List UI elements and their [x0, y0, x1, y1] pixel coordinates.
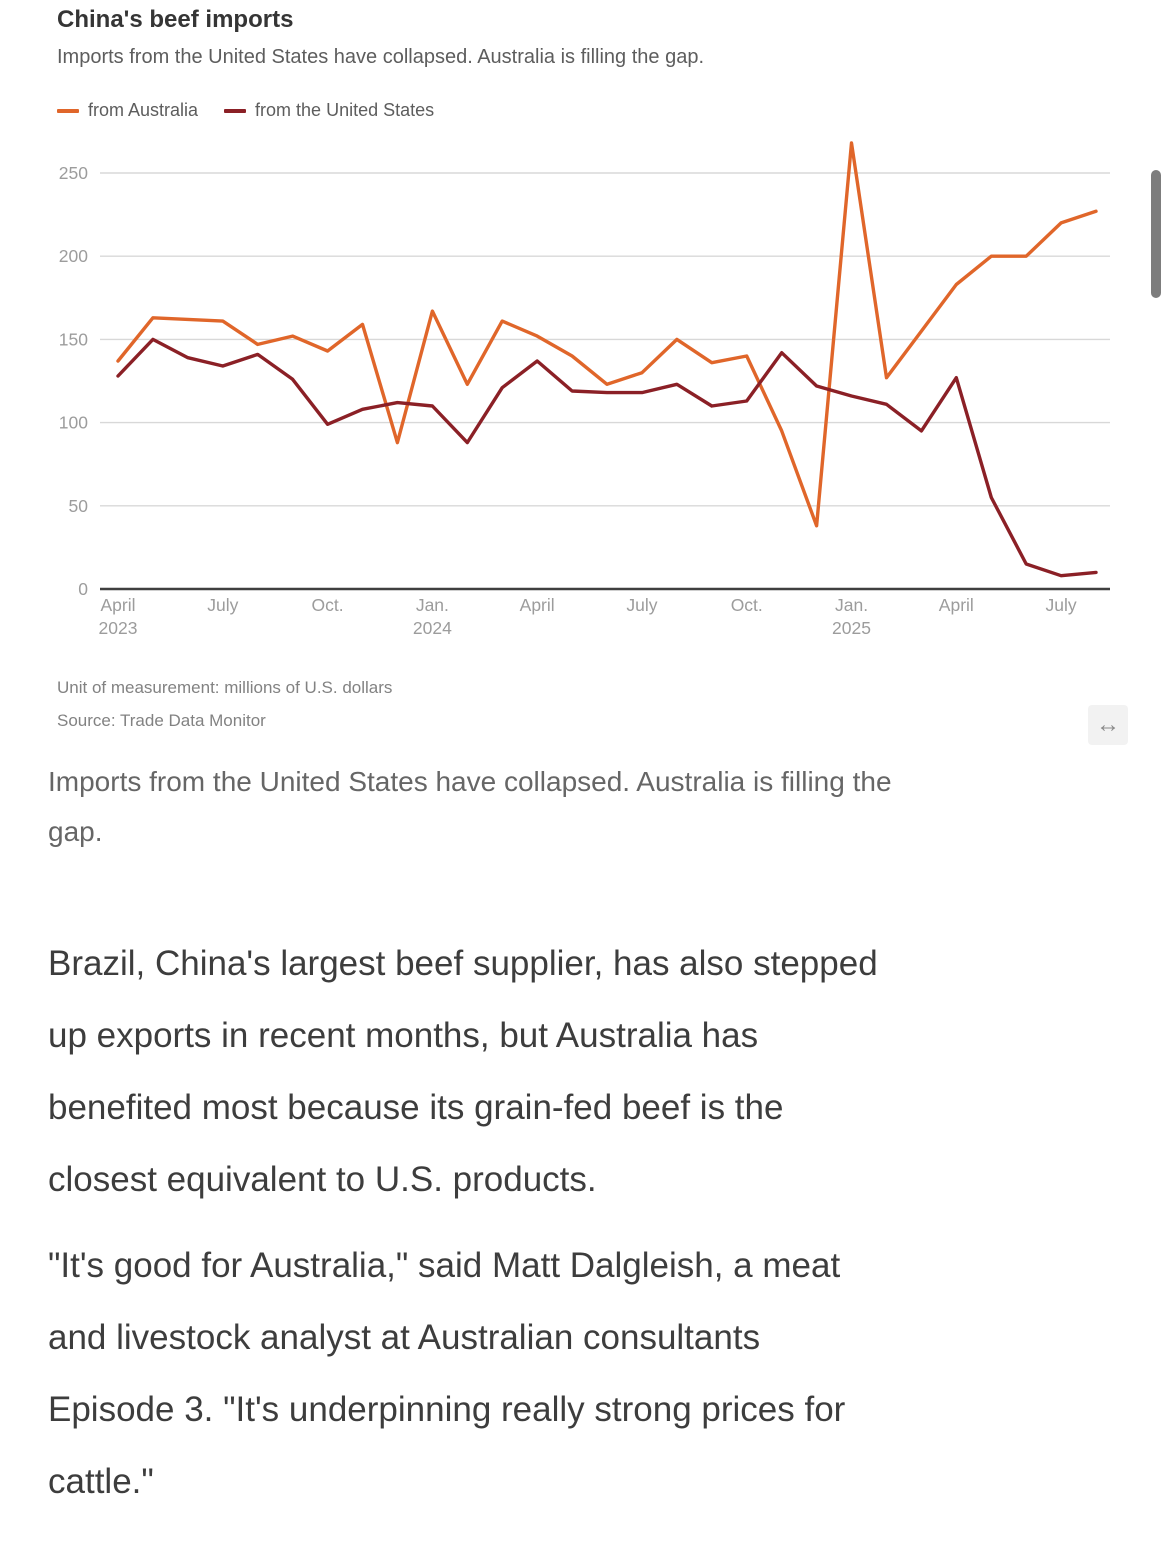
chart-subtitle: Imports from the United States have coll… [57, 46, 705, 68]
scrollbar-thumb[interactable] [1151, 170, 1161, 298]
x-axis-year-label: 2023 [99, 618, 138, 638]
x-axis-year-label: 2024 [413, 618, 452, 638]
horizontal-arrows-icon: ↔ [1096, 711, 1120, 738]
x-axis-tick-label: Oct. [312, 595, 344, 615]
y-axis-tick-label: 150 [59, 329, 88, 349]
y-axis-tick-label: 0 [78, 579, 88, 599]
x-axis-tick-label: Jan. [835, 595, 868, 615]
x-axis-tick-label: July [626, 595, 657, 615]
legend-label: from the United States [255, 100, 435, 120]
legend-swatch-icon [224, 108, 247, 113]
legend-label: from Australia [88, 100, 199, 120]
image-caption: Imports from the United States have coll… [48, 766, 892, 847]
y-axis-tick-label: 250 [59, 163, 88, 183]
y-axis-tick-label: 200 [59, 246, 88, 266]
us-series-line [116, 337, 1098, 578]
y-axis-tick-label: 50 [69, 496, 89, 516]
x-axis-tick-label: July [207, 595, 238, 615]
chart-title: China's beef imports [57, 6, 294, 33]
x-axis-tick-label: July [1046, 595, 1077, 615]
x-axis-tick-label: April [100, 595, 135, 615]
legend-item: from Australia [57, 100, 198, 121]
x-axis-tick-label: Jan. [416, 595, 449, 615]
chart-legend: from Australia from the United States [57, 100, 434, 121]
legend-swatch-icon [57, 108, 79, 113]
x-axis-tick-label: April [520, 595, 555, 615]
legend-item: from the United States [224, 100, 434, 121]
australia-series-line [116, 141, 1098, 528]
y-axis-tick-label: 100 [59, 413, 88, 433]
x-axis-year-label: 2025 [832, 618, 871, 638]
chart-unit-footnote: Unit of measurement: millions of U.S. do… [57, 678, 393, 697]
x-axis-tick-label: Oct. [731, 595, 763, 615]
chart-source-footnote: Source: Trade Data Monitor [57, 711, 266, 730]
article-paragraph: "It's good for Australia," said Matt Dal… [48, 1246, 846, 1501]
article-paragraph: Brazil, China's largest beef supplier, h… [48, 944, 878, 1199]
x-axis-tick-label: April [939, 595, 974, 615]
expand-chart-button[interactable]: ↔ [1088, 705, 1128, 745]
line-chart-canvas: 0 50 100 150 200 250 April 2023 July Oct. Jan. 2024… [59, 141, 1110, 638]
